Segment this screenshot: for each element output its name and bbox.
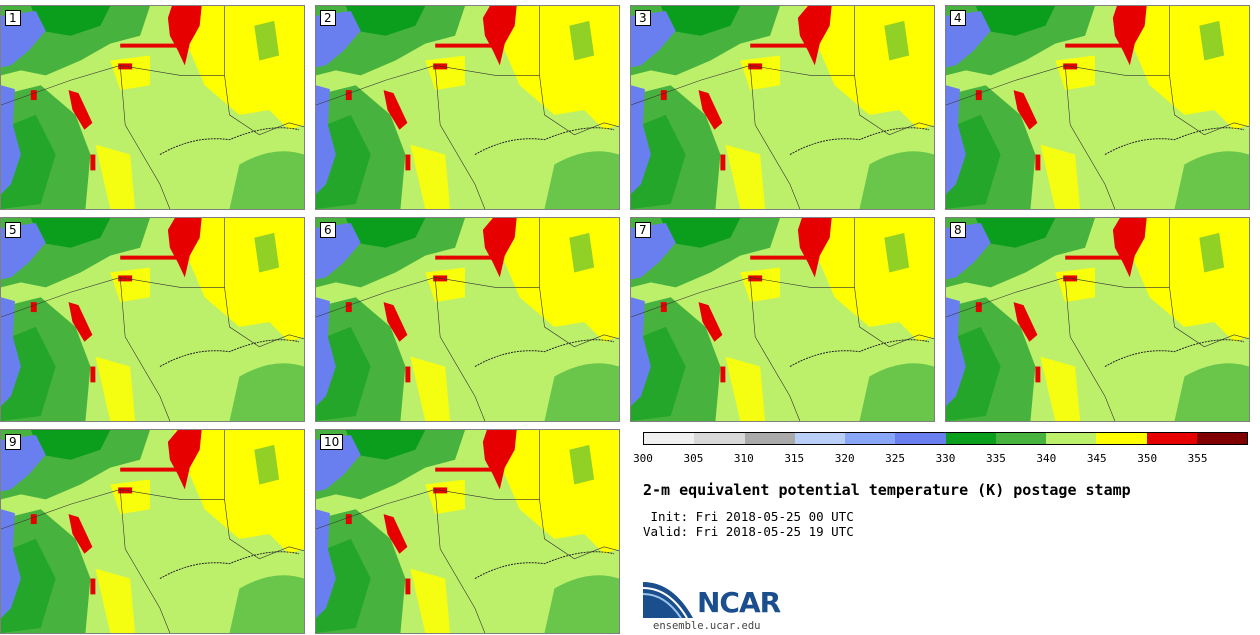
panel-number: 2 — [320, 10, 336, 26]
colorbar-segment — [1046, 433, 1097, 444]
colorbar-tick-label: 325 — [885, 452, 906, 465]
colorbar-tick-label: 340 — [1036, 452, 1057, 465]
panel-number: 1 — [5, 10, 21, 26]
map-panel: 3 — [630, 5, 935, 210]
map-panel: 10 — [315, 429, 620, 634]
colorbar-segment — [794, 433, 845, 444]
chart-title: 2-m equivalent potential temperature (K)… — [643, 481, 1131, 499]
colorbar-tick-label: 315 — [784, 452, 805, 465]
colorbar-tick-label: 355 — [1187, 452, 1208, 465]
map-panel: 4 — [945, 5, 1250, 210]
map-panel: 7 — [630, 217, 935, 422]
colorbar-segment — [845, 433, 896, 444]
colorbar-segment — [995, 433, 1046, 444]
panel-number: 3 — [635, 10, 651, 26]
map-panel: 5 — [0, 217, 305, 422]
colorbar-segment — [644, 433, 695, 444]
colorbar-tick-label: 345 — [1086, 452, 1107, 465]
colorbar-segment — [1146, 433, 1197, 444]
ncar-logo-icon — [643, 582, 693, 619]
colorbar-tick-label: 335 — [985, 452, 1006, 465]
colorbar-segment — [744, 433, 795, 444]
colorbar-segment — [895, 433, 946, 444]
colorbar-tick-label: 310 — [733, 452, 754, 465]
colorbar-segment — [1196, 433, 1247, 444]
colorbar-tick-label: 350 — [1137, 452, 1158, 465]
map-panel: 9 — [0, 429, 305, 634]
panel-number: 8 — [950, 222, 966, 238]
logo-url: ensemble.ucar.edu — [653, 620, 761, 632]
panel-number: 7 — [635, 222, 651, 238]
colorbar-segment — [1096, 433, 1147, 444]
panel-number: 4 — [950, 10, 966, 26]
panel-number: 6 — [320, 222, 336, 238]
colorbar-ticks: 300 305 310 315 320 325 330 335 340 345 350 355 — [633, 452, 1248, 466]
panel-number: 9 — [5, 434, 21, 450]
panel-number: 5 — [5, 222, 21, 238]
logo-text: NCAR — [697, 586, 781, 619]
colorbar — [643, 432, 1248, 445]
colorbar-tick-label: 305 — [683, 452, 704, 465]
init-time: Init: Fri 2018-05-25 00 UTC — [643, 509, 854, 524]
colorbar-segment — [945, 433, 996, 444]
colorbar-tick-label: 330 — [935, 452, 956, 465]
map-panel: 6 — [315, 217, 620, 422]
map-panel: 2 — [315, 5, 620, 210]
colorbar-segment — [694, 433, 745, 444]
valid-time: Valid: Fri 2018-05-25 19 UTC — [643, 524, 854, 539]
colorbar-tick-label: 300 — [633, 452, 653, 465]
map-panel: 8 — [945, 217, 1250, 422]
map-panel: 1 — [0, 5, 305, 210]
panel-number: 10 — [320, 434, 344, 450]
colorbar-tick-label: 320 — [834, 452, 855, 465]
